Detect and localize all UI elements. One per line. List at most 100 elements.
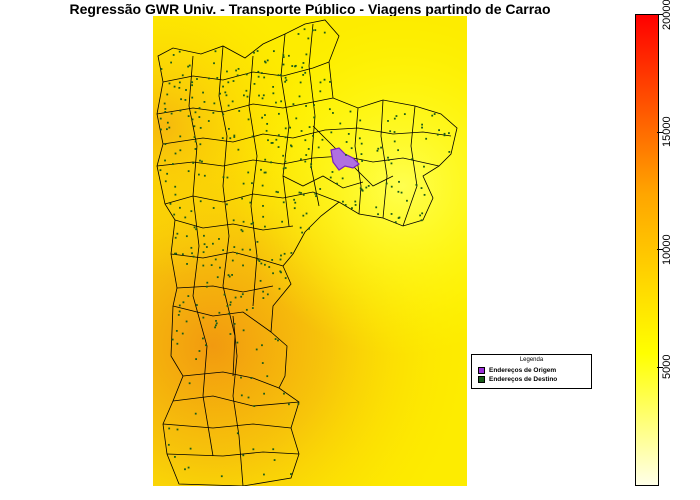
destination-point	[393, 131, 396, 133]
map-svg	[153, 16, 467, 487]
destination-point	[395, 115, 398, 117]
destination-point	[313, 104, 315, 106]
destination-point	[290, 144, 292, 147]
destination-point	[307, 148, 310, 150]
destination-point	[168, 82, 171, 85]
destination-point	[425, 137, 428, 140]
destination-point	[262, 204, 264, 207]
destination-point	[258, 94, 260, 97]
destination-point	[261, 116, 264, 119]
destination-point	[192, 162, 195, 164]
destination-point	[285, 79, 288, 82]
destination-point	[282, 63, 285, 66]
destination-point	[201, 160, 203, 163]
destination-point	[282, 167, 285, 170]
destination-point	[173, 85, 176, 88]
destination-point	[208, 77, 210, 80]
destination-point	[376, 149, 379, 152]
destination-point	[252, 448, 255, 451]
destination-point	[397, 190, 400, 193]
destination-point	[448, 132, 450, 134]
destination-point	[222, 249, 224, 252]
destination-point	[249, 248, 252, 251]
destination-point	[360, 142, 363, 145]
destination-point	[195, 304, 198, 306]
chart-title: Regressão GWR Univ. - Transporte Público…	[69, 1, 551, 17]
destination-point	[264, 158, 267, 161]
destination-point	[263, 76, 266, 79]
destination-point	[233, 322, 236, 325]
destination-point	[186, 263, 188, 265]
legend-swatch-destination	[478, 376, 485, 383]
destination-point	[260, 72, 263, 74]
destination-point	[291, 65, 294, 67]
destination-point	[160, 68, 163, 70]
destination-point	[189, 447, 192, 450]
destination-point	[224, 91, 227, 94]
destination-point	[229, 301, 232, 304]
destination-point	[300, 158, 302, 161]
destination-point	[188, 64, 191, 67]
destination-point	[240, 394, 243, 397]
destination-point	[245, 73, 248, 76]
destination-point	[190, 246, 193, 249]
destination-point	[275, 101, 277, 104]
destination-point	[213, 102, 216, 105]
destination-point	[262, 297, 265, 299]
destination-point	[242, 220, 245, 223]
destination-point	[225, 203, 228, 206]
destination-point	[421, 126, 423, 129]
destination-point	[227, 312, 230, 315]
destination-point	[310, 166, 313, 169]
destination-point	[293, 198, 296, 201]
destination-point	[319, 90, 322, 93]
destination-point	[191, 84, 193, 87]
destination-point	[164, 111, 167, 113]
destination-point	[312, 134, 314, 137]
destination-point	[261, 184, 264, 187]
destination-point	[185, 235, 188, 238]
destination-point	[344, 204, 347, 206]
destination-point	[403, 113, 406, 116]
destination-point	[251, 182, 253, 185]
destination-point	[345, 141, 348, 143]
destination-point	[358, 137, 361, 140]
destination-point	[164, 180, 167, 183]
destination-point	[236, 74, 239, 77]
destination-point	[272, 85, 275, 88]
destination-point	[260, 262, 263, 265]
destination-point	[187, 170, 190, 173]
destination-point	[263, 263, 266, 266]
destination-point	[222, 85, 224, 88]
destination-point	[176, 428, 179, 431]
destination-point	[247, 118, 250, 121]
destination-point	[166, 93, 169, 96]
destination-point	[256, 50, 259, 52]
destination-point	[279, 270, 282, 273]
destination-point	[308, 126, 311, 128]
destination-point	[261, 344, 263, 347]
destination-point	[310, 163, 313, 166]
destination-point	[398, 180, 400, 183]
destination-point	[266, 122, 269, 125]
destination-point	[218, 238, 220, 240]
destination-point	[294, 64, 297, 67]
colorbar-tick	[657, 249, 663, 250]
destination-point	[275, 190, 278, 193]
destination-point	[225, 94, 228, 97]
map-panel[interactable]	[153, 16, 467, 487]
destination-point	[280, 100, 283, 103]
destination-point	[361, 189, 364, 192]
destination-point	[231, 274, 233, 276]
destination-point	[284, 136, 287, 139]
destination-point	[257, 70, 260, 73]
destination-point	[264, 171, 267, 174]
destination-point	[227, 127, 230, 130]
destination-point	[390, 185, 393, 188]
destination-point	[236, 252, 238, 255]
destination-point	[215, 322, 218, 325]
legend-item-origin: Endereços de Origem	[478, 367, 556, 374]
destination-point	[168, 126, 171, 129]
colorbar-tick-label: 20000	[661, 0, 673, 30]
destination-point	[294, 201, 297, 204]
